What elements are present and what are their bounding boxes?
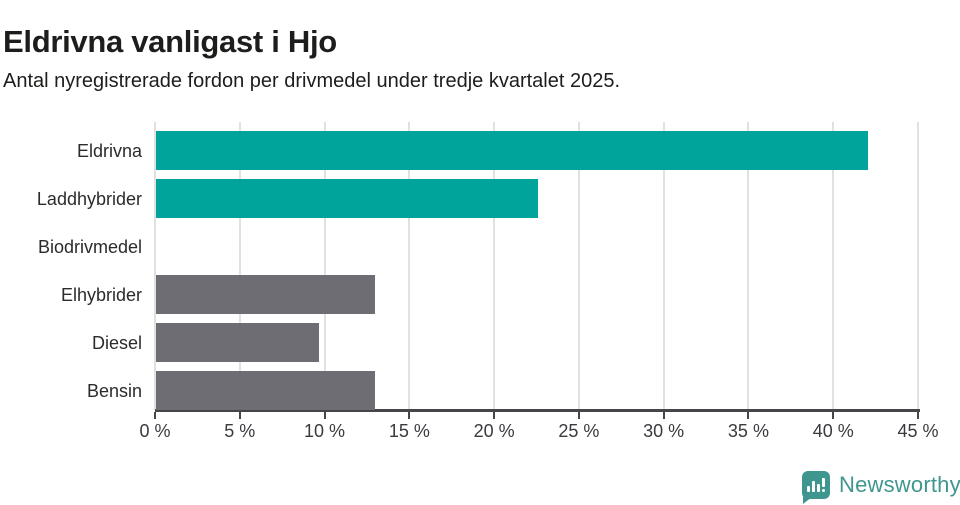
gridline-45 [917, 122, 919, 410]
category-label-diesel: Diesel [91, 332, 142, 353]
chart-title: Eldrivna vanligast i Hjo [3, 23, 337, 59]
x-tick-label-45: 45 % [897, 421, 939, 441]
x-axis-tick-20 [493, 412, 496, 419]
newsworthy-logo[interactable]: Newsworthy [802, 471, 960, 504]
brand-name: Newsworthy [839, 472, 960, 497]
gridline-40 [832, 122, 835, 410]
category-label-laddhybrider: Laddhybrider [36, 188, 142, 209]
bar-laddhybrider [156, 179, 538, 218]
x-tick-label-5: 5 % [224, 421, 256, 441]
x-axis-tick-30 [662, 412, 665, 419]
x-tick-label-15: 15 % [388, 421, 430, 441]
bar-elhybrider [156, 275, 375, 314]
category-label-biodrivmedel: Biodrivmedel [37, 236, 142, 257]
chart-subtitle: Antal nyregistrerade fordon per drivmede… [3, 70, 621, 92]
x-axis-tick-40 [832, 412, 835, 419]
gridline-0 [154, 122, 156, 410]
bar-eldrivna [156, 131, 869, 170]
gridline-15 [408, 122, 411, 410]
x-axis-tick-45 [917, 412, 919, 419]
bar-diesel [156, 323, 319, 362]
bar-chart-speech-bubble-icon [802, 471, 830, 504]
gridline-10 [323, 122, 326, 410]
x-tick-label-40: 40 % [812, 421, 854, 441]
gridline-25 [577, 122, 580, 410]
x-tick-label-30: 30 % [643, 421, 685, 441]
logo-mini-bars [807, 478, 825, 492]
x-axis-tick-10 [323, 412, 326, 419]
x-tick-label-35: 35 % [727, 421, 769, 441]
x-axis-tick-15 [408, 412, 411, 419]
category-label-eldrivna: Eldrivna [76, 140, 142, 161]
x-axis-tick-5 [238, 412, 241, 419]
x-tick-label-10: 10 % [304, 421, 346, 441]
gridline-30 [662, 122, 665, 410]
category-label-bensin: Bensin [86, 380, 142, 401]
x-axis-tick-0 [154, 412, 156, 419]
x-axis-tick-35 [747, 412, 750, 419]
x-axis-line [155, 409, 920, 412]
x-tick-label-25: 25 % [558, 421, 600, 441]
x-tick-label-0: 0 % [139, 421, 171, 441]
category-label-elhybrider: Elhybrider [60, 284, 142, 305]
gridline-35 [747, 122, 750, 410]
gridline-5 [238, 122, 241, 410]
x-tick-label-20: 20 % [473, 421, 515, 441]
bar-bensin [156, 371, 375, 410]
gridline-20 [493, 122, 496, 410]
x-axis-tick-25 [577, 412, 580, 419]
